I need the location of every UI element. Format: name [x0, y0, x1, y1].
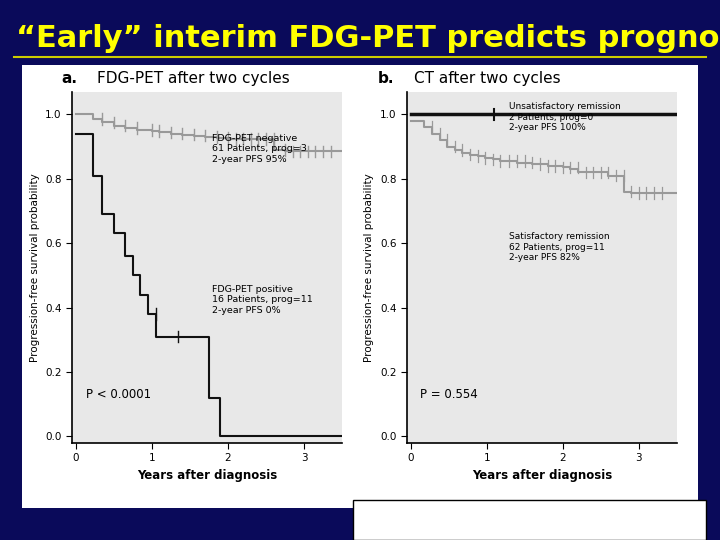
X-axis label: Years after diagnosis: Years after diagnosis — [137, 469, 277, 482]
Text: b.: b. — [378, 71, 395, 86]
Y-axis label: Progression-free survival probability: Progression-free survival probability — [364, 173, 374, 362]
Text: CT after two cycles: CT after two cycles — [414, 71, 561, 86]
Text: FDG-PET negative
61 Patients, prog=3
2-year PFS 95%: FDG-PET negative 61 Patients, prog=3 2-y… — [212, 134, 307, 164]
Text: a.: a. — [61, 71, 77, 86]
Text: Satisfactory remission
62 Patients, prog=11
2-year PFS 82%: Satisfactory remission 62 Patients, prog… — [510, 232, 610, 262]
Text: “Early” interim FDG-PET predicts prognosis: “Early” interim FDG-PET predicts prognos… — [16, 24, 720, 53]
Text: FDG-PET after two cycles: FDG-PET after two cycles — [97, 71, 290, 86]
Text: M Hutchings et al, Blood 2006;107:52-9: M Hutchings et al, Blood 2006;107:52-9 — [398, 513, 660, 526]
Text: FDG-PET positive
16 Patients, prog=11
2-year PFS 0%: FDG-PET positive 16 Patients, prog=11 2-… — [212, 285, 313, 315]
X-axis label: Years after diagnosis: Years after diagnosis — [472, 469, 612, 482]
Text: P = 0.554: P = 0.554 — [420, 388, 478, 401]
Text: P < 0.0001: P < 0.0001 — [86, 388, 150, 401]
Y-axis label: Progression-free survival probability: Progression-free survival probability — [30, 173, 40, 362]
Text: Unsatisfactory remission
2 Patients, prog=0
2-year PFS 100%: Unsatisfactory remission 2 Patients, pro… — [510, 102, 621, 132]
